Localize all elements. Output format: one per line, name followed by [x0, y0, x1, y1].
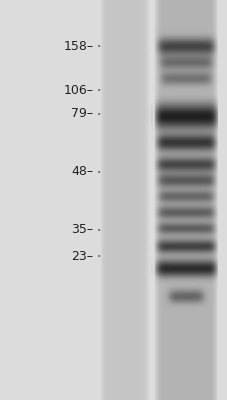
- Text: 79–: 79–: [71, 108, 93, 120]
- Text: 106–: 106–: [63, 84, 93, 96]
- Text: 48–: 48–: [71, 166, 93, 178]
- Text: 158–: 158–: [63, 40, 93, 52]
- Text: 35–: 35–: [71, 224, 93, 236]
- Text: 23–: 23–: [71, 250, 93, 262]
